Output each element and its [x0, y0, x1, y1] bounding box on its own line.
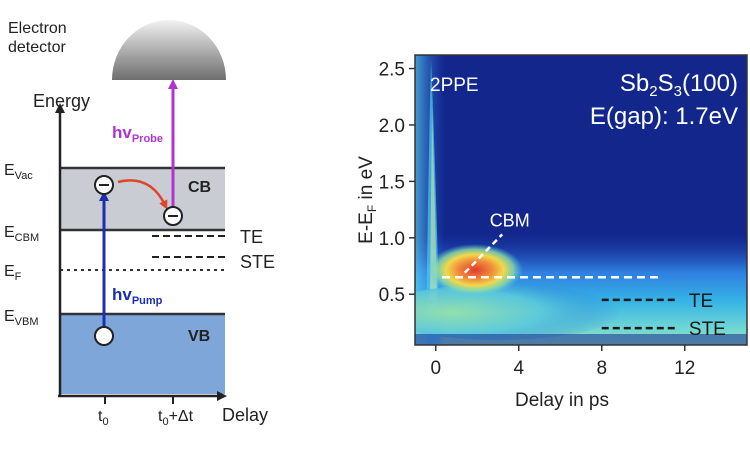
delay-axis-label: Delay [222, 405, 268, 425]
e-vbm-label: EVBM [4, 308, 39, 328]
x-axis: 0 4 8 12 [430, 345, 695, 379]
x-tick-label: 4 [513, 358, 524, 379]
excited-electron-icon [94, 175, 114, 195]
te-annotation: TE [689, 291, 713, 312]
hv-probe-label: hvProbe [112, 123, 163, 145]
e-fermi-label: EF [4, 263, 22, 283]
y-axis-title: E-EF in eV [356, 156, 379, 244]
e-cbm-label: ECBM [4, 224, 39, 244]
ste-annotation: STE [689, 319, 726, 340]
method-label: 2PPE [430, 75, 479, 96]
e-vac-label: EVac [4, 162, 33, 182]
y-tick-label: 1.5 [379, 172, 405, 193]
ste-label: STE [240, 252, 275, 272]
t0-label: t0 [98, 408, 109, 428]
detector-dome-icon [112, 20, 226, 80]
detector-label-line1: Electron [8, 20, 67, 37]
hole-icon [94, 326, 114, 346]
y-tick-label: 1.0 [379, 229, 405, 250]
valence-band [60, 314, 225, 394]
relaxed-electron-icon [163, 206, 183, 226]
x-tick-label: 12 [674, 358, 695, 379]
heatmap-chart: 0.5 1.0 1.5 2.0 2.5 0 4 8 12 CBM TE STE Delay in … [356, 54, 748, 411]
heatmap-image [415, 55, 747, 345]
detector-label-line2: detector [8, 39, 66, 56]
y-axis: 0.5 1.0 1.5 2.0 2.5 [379, 60, 415, 306]
gap-label: E(gap): 1.7eV [590, 103, 738, 130]
cb-label: CB [188, 179, 211, 196]
y-tick-label: 2.5 [379, 60, 405, 81]
conduction-band [60, 168, 225, 230]
sample-label: Sb2S3(100) [620, 70, 738, 100]
relaxation-arrow [117, 179, 168, 210]
te-label: TE [240, 227, 263, 247]
cbm-annotation: CBM [490, 211, 530, 231]
t0-delta-label: t0+Δt [158, 408, 194, 428]
y-tick-label: 0.5 [379, 285, 405, 306]
x-tick-label: 0 [430, 358, 441, 379]
hv-pump-label: hvPump [112, 285, 163, 307]
energy-axis-label: Energy [33, 91, 90, 111]
plot-frame [414, 54, 748, 346]
y-tick-label: 2.0 [379, 116, 405, 137]
vb-label: VB [188, 328, 210, 345]
cbm-pointer-line [463, 233, 504, 274]
energy-diagram: Electron detector Energy Delay EVac ECBM… [4, 20, 275, 428]
level-annotations: CBM TE STE [441, 211, 726, 340]
x-tick-label: 8 [596, 358, 607, 379]
x-axis-title: Delay in ps [515, 390, 609, 411]
